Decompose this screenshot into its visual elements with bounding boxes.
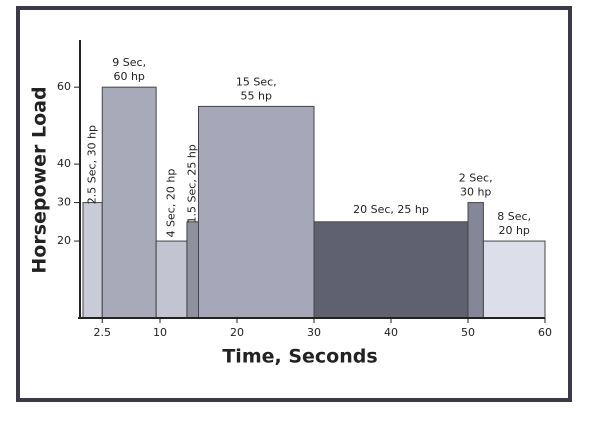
bar-label: 2.5 Sec, 30 hp: [86, 125, 99, 204]
bar: [198, 105, 315, 319]
x-tick-label: 20: [230, 326, 244, 339]
y-axis-label: Horsepower Load: [29, 86, 51, 273]
bar-label: 20 hp: [498, 224, 529, 237]
x-tick-label: 40: [384, 326, 398, 339]
bar-label: 15 Sec,: [236, 75, 277, 88]
bar-label: 55 hp: [241, 89, 272, 102]
bar-label: 8 Sec,: [497, 210, 531, 223]
bar-label: 20 Sec, 25 hp: [353, 203, 429, 216]
bar: [82, 202, 103, 319]
x-tick-label: 2.5: [94, 326, 112, 339]
bar-label: 9 Sec,: [112, 56, 146, 69]
y-tick-label: 40: [57, 157, 71, 170]
x-tick-label: 50: [461, 326, 475, 339]
bar: [313, 221, 469, 319]
bar-label: 30 hp: [460, 186, 491, 199]
bar: [101, 86, 157, 319]
bar-label: 1.5 Sec, 25 hp: [186, 144, 199, 223]
bar-label: 2 Sec,: [459, 172, 493, 185]
bar: [155, 240, 188, 319]
x-tick-label: 60: [538, 326, 552, 339]
bar: [482, 240, 546, 319]
bar-label: 60 hp: [113, 70, 144, 83]
y-tick-label: 20: [57, 234, 71, 247]
bar: [467, 202, 484, 319]
bar-label: 4 Sec, 20 hp: [165, 169, 178, 238]
x-tick-label: 30: [307, 326, 321, 339]
x-axis-label: Time, Seconds: [222, 346, 377, 368]
x-tick-label: 10: [153, 326, 167, 339]
y-tick-label: 30: [57, 196, 71, 209]
bar: [186, 221, 199, 319]
y-tick-label: 60: [57, 80, 71, 93]
